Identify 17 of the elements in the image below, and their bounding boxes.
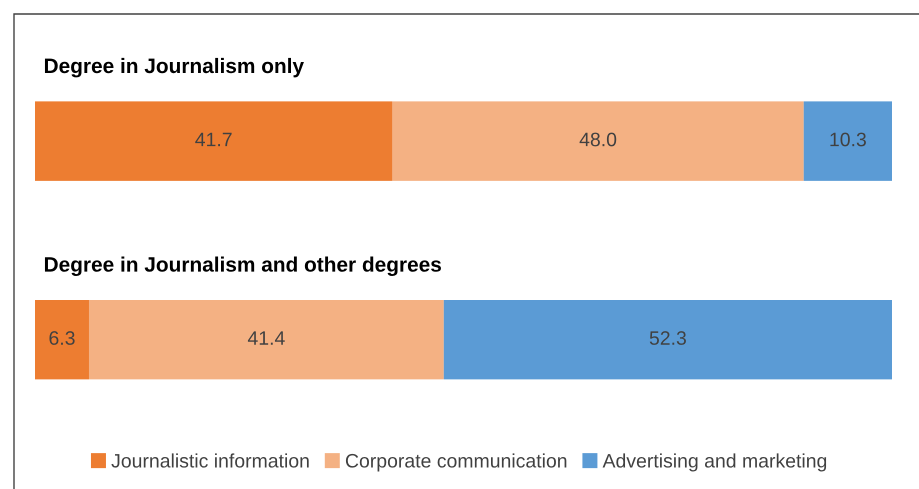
bar — [35, 101, 392, 181]
data-label: 6.3 — [49, 331, 75, 345]
data-label: 10.3 — [830, 132, 866, 146]
bar — [35, 300, 89, 380]
data-label: 41.4 — [248, 331, 285, 345]
bar — [392, 101, 804, 181]
legend-label: Journalistic information — [111, 453, 309, 468]
bar — [88, 300, 444, 380]
data-label: 52.3 — [650, 331, 686, 345]
data-label: 41.7 — [195, 132, 232, 146]
bar — [804, 101, 892, 181]
legend-label: Advertising and marketing — [602, 453, 826, 472]
y-tick-label: Degree in Journalism only — [44, 58, 304, 78]
y-tick-label: Degree in Journalism and other degrees — [44, 256, 441, 276]
bar — [444, 300, 892, 380]
legend-label: Corporate communication — [346, 453, 566, 472]
data-label: 48.0 — [580, 132, 616, 146]
